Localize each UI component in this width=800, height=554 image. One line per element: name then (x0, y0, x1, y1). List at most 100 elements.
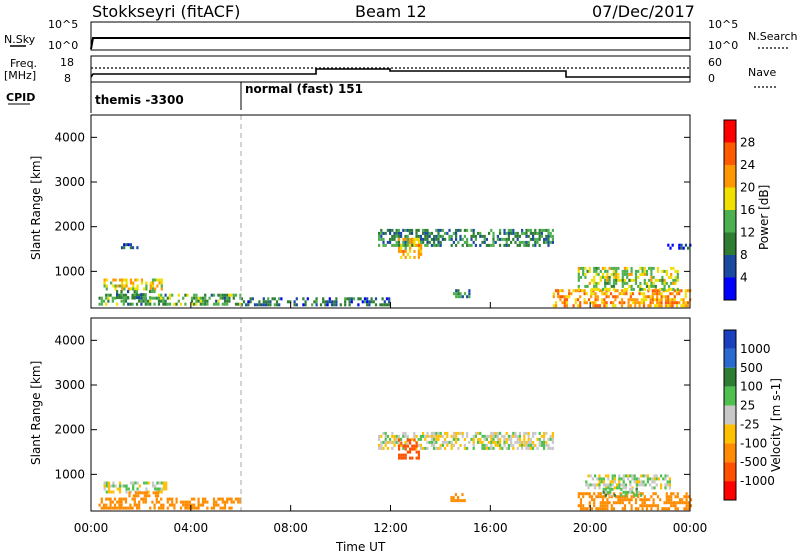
velocity-cell (621, 507, 624, 511)
power-cell (650, 281, 653, 285)
power-cell (612, 304, 615, 308)
power-cell (135, 293, 138, 297)
velocity-cell (668, 486, 671, 490)
power-cell (667, 301, 670, 305)
power-cell (630, 272, 633, 276)
power-cell (404, 243, 407, 247)
power-cell (121, 278, 124, 282)
velocity-cell (118, 497, 121, 501)
power-cell (157, 296, 161, 300)
power-cell (554, 301, 558, 305)
power-cell (583, 298, 586, 302)
power-cell (455, 228, 458, 232)
power-cell (133, 296, 136, 300)
power-cell (129, 246, 132, 250)
velocity-cell (168, 497, 172, 501)
velocity-cell (404, 444, 407, 448)
power-cell (408, 228, 411, 232)
power-cell (559, 298, 562, 302)
velocity-cell (380, 443, 383, 447)
power-cell (577, 266, 580, 270)
velocity-cell (417, 437, 420, 441)
power-cell (383, 300, 386, 304)
velocity-cell (525, 431, 528, 435)
power-cell (389, 228, 392, 232)
power-cell (127, 302, 130, 306)
velocity-cell (609, 490, 612, 494)
velocity-cell (393, 440, 396, 444)
power-cell (400, 231, 403, 235)
power-cell (153, 290, 156, 294)
power-cell (145, 284, 148, 288)
power-cell (267, 297, 270, 301)
velocity-cell (406, 444, 409, 448)
power-cell (499, 243, 502, 247)
velocity-cell (212, 506, 216, 510)
power-cell (240, 303, 243, 307)
power-cell (111, 299, 114, 303)
power-cell (402, 237, 405, 241)
velocity-cell (579, 498, 583, 502)
power-cell (439, 234, 442, 238)
velocity-cell (664, 483, 667, 487)
velocity-cell (120, 506, 123, 510)
power-cell (129, 278, 133, 282)
power-cell (105, 287, 108, 291)
velocity-colorbar-swatch (724, 481, 736, 500)
power-cell (302, 303, 305, 307)
power-cell (149, 287, 152, 291)
freq-unit: [MHz] (4, 69, 36, 82)
velocity-cell (618, 477, 621, 481)
velocity-cell (118, 503, 121, 507)
velocity-colorbar-tick: 100 (740, 380, 763, 394)
power-cell (481, 240, 484, 244)
power-cell (545, 228, 548, 232)
power-cell (125, 284, 128, 288)
power-cell (103, 284, 106, 288)
velocity-cell (604, 493, 607, 497)
velocity-cell (627, 474, 630, 478)
velocity-cell (641, 492, 644, 496)
velocity-cell (128, 491, 131, 495)
power-cell (654, 278, 657, 282)
power-cell (160, 287, 163, 291)
power-cell (435, 237, 438, 241)
power-cell (652, 284, 655, 288)
velocity-cell (122, 506, 125, 510)
velocity-cell (612, 492, 616, 496)
power-cell (652, 266, 655, 270)
power-cell (637, 284, 640, 288)
velocity-cell (651, 486, 654, 490)
power-cell (650, 275, 653, 279)
power-cell (322, 297, 325, 301)
power-cell (151, 281, 155, 285)
power-cell (144, 296, 147, 300)
velocity-cell (496, 443, 499, 447)
power-cell (485, 237, 488, 241)
velocity-colorbar-swatch (724, 405, 736, 425)
power-cell (643, 266, 646, 270)
velocity-cell (157, 500, 161, 504)
velocity-cell (217, 497, 220, 501)
power-cell (157, 299, 161, 303)
power-cell (132, 287, 135, 291)
velocity-cell (527, 434, 530, 438)
velocity-cell (577, 504, 580, 508)
velocity-cell (112, 484, 115, 488)
power-cell (618, 301, 621, 305)
power-cell (397, 240, 400, 244)
power-cell (164, 299, 167, 303)
velocity-cell (230, 497, 233, 501)
velocity-cell (237, 497, 240, 501)
power-cell (470, 228, 473, 232)
velocity-cell (591, 483, 594, 487)
velocity-cell (444, 437, 447, 441)
power-cell (313, 300, 316, 304)
velocity-cell (628, 501, 631, 505)
power-cell (146, 299, 150, 303)
power-cell (494, 240, 497, 244)
velocity-cell (667, 495, 671, 499)
velocity-cell (430, 437, 433, 441)
power-cell (680, 304, 683, 308)
velocity-cell (409, 438, 412, 442)
